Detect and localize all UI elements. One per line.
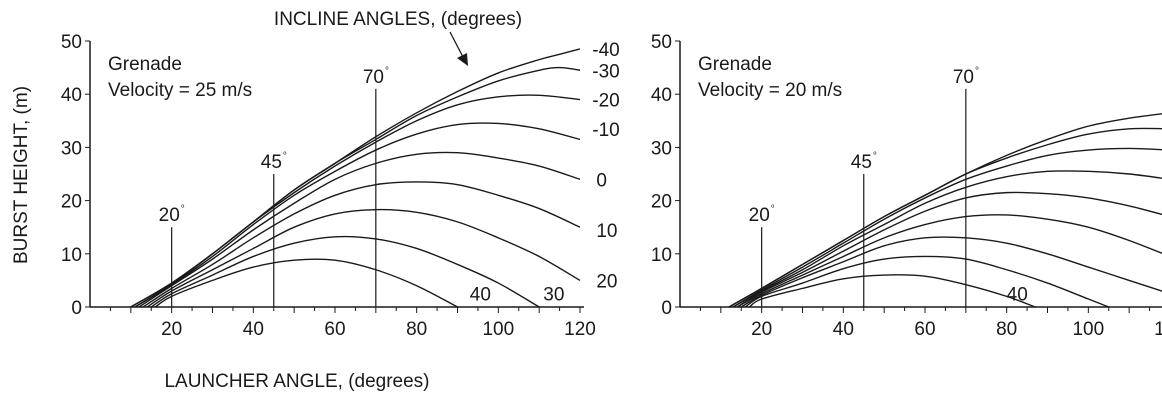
left-launcher-marker-label: 20° <box>159 204 185 226</box>
right-y-tick-label: 20 <box>651 192 672 213</box>
right-incline-curve--10 <box>732 170 1162 308</box>
left-incline-label: 0 <box>596 170 607 191</box>
left-incline-curve--20 <box>134 94 581 308</box>
right-y-tick-label: 40 <box>651 85 672 106</box>
left-incline-curve-20 <box>146 208 581 308</box>
left-y-tick-label: 0 <box>71 298 82 319</box>
right-x-tick-label: 80 <box>996 319 1017 340</box>
right-launcher-marker-label: 20° <box>749 204 775 226</box>
left-incline-curve--10 <box>134 122 581 308</box>
right-y-tick-label: 10 <box>651 245 672 266</box>
left-panel-title: INCLINE ANGLES, (degrees) <box>274 9 522 30</box>
left-incline-label: 20 <box>596 271 617 292</box>
left-y-tick-label: 10 <box>61 245 82 266</box>
left-x-tick-label: 120 <box>564 319 596 340</box>
left-incline-label: -40 <box>592 40 619 61</box>
right-incline-curve--40 <box>728 113 1162 308</box>
right-y-tick-label: 30 <box>651 138 672 159</box>
left-x-axis-label: LAUNCHER ANGLE, (degrees) <box>164 371 429 392</box>
right-annotation-line-2: Velocity = 20 m/s <box>698 80 842 101</box>
left-annotation-line-1: Grenade <box>108 54 182 75</box>
right-incline-curve--20 <box>732 147 1162 308</box>
right-x-tick-label: 20 <box>751 319 772 340</box>
right-x-tick-label: 100 <box>1072 319 1104 340</box>
right-incline-curve-20 <box>740 236 1162 308</box>
right-y-tick-label: 50 <box>651 32 672 53</box>
left-incline-label: 30 <box>543 285 564 306</box>
left-incline-curve-10 <box>142 181 581 308</box>
left-y-axis-label: BURST HEIGHT, (m) <box>11 86 32 264</box>
left-incline-curve-0 <box>138 151 581 308</box>
left-y-tick-label: 30 <box>61 138 82 159</box>
left-incline-label: 40 <box>470 285 491 306</box>
right-y-tick-label: 0 <box>661 298 672 319</box>
right-x-tick-label: 120 <box>1154 319 1162 340</box>
left-annotation-line-2: Velocity = 25 m/s <box>108 80 252 101</box>
right-launcher-marker-label: 45° <box>851 151 877 173</box>
left-incline-curve-30 <box>150 235 540 308</box>
left-incline-curve--30 <box>130 66 581 308</box>
left-y-tick-label: 40 <box>61 85 82 106</box>
right-incline-curve-40 <box>748 274 1036 308</box>
right-x-tick-label: 40 <box>833 319 854 340</box>
left-launcher-marker-label: 45° <box>261 151 287 173</box>
left-incline-label: 10 <box>596 221 617 242</box>
right-x-tick-label: 60 <box>914 319 935 340</box>
right-incline-curve--30 <box>728 127 1162 308</box>
left-incline-label: -20 <box>592 91 619 112</box>
left-x-tick-label: 100 <box>482 319 514 340</box>
left-x-tick-label: 20 <box>161 319 182 340</box>
right-annotation-line-1: Grenade <box>698 54 772 75</box>
left-panel: INCLINE ANGLES, (degrees) BURST HEIGHT, … <box>11 9 620 392</box>
right-incline-curve-30 <box>744 255 1110 308</box>
left-y-tick-label: 50 <box>61 32 82 53</box>
left-title-arrow-shaft <box>449 31 464 58</box>
right-incline-curve-10 <box>736 214 1162 308</box>
left-incline-label: -30 <box>592 61 619 82</box>
left-x-tick-label: 40 <box>243 319 264 340</box>
right-launcher-marker-label: 70° <box>953 66 979 88</box>
left-x-tick-label: 80 <box>406 319 427 340</box>
right-incline-curve-0 <box>736 191 1162 308</box>
left-incline-label: -10 <box>592 120 619 141</box>
left-y-tick-label: 20 <box>61 192 82 213</box>
left-incline-curve-40 <box>154 258 458 308</box>
right-incline-label: 40 <box>1007 285 1028 306</box>
left-x-tick-label: 60 <box>324 319 345 340</box>
right-panel: Grenade Velocity = 20 m/s 20406080100120… <box>651 32 1162 340</box>
left-launcher-marker-label: 70° <box>363 66 389 88</box>
left-title-arrowhead <box>457 53 468 66</box>
